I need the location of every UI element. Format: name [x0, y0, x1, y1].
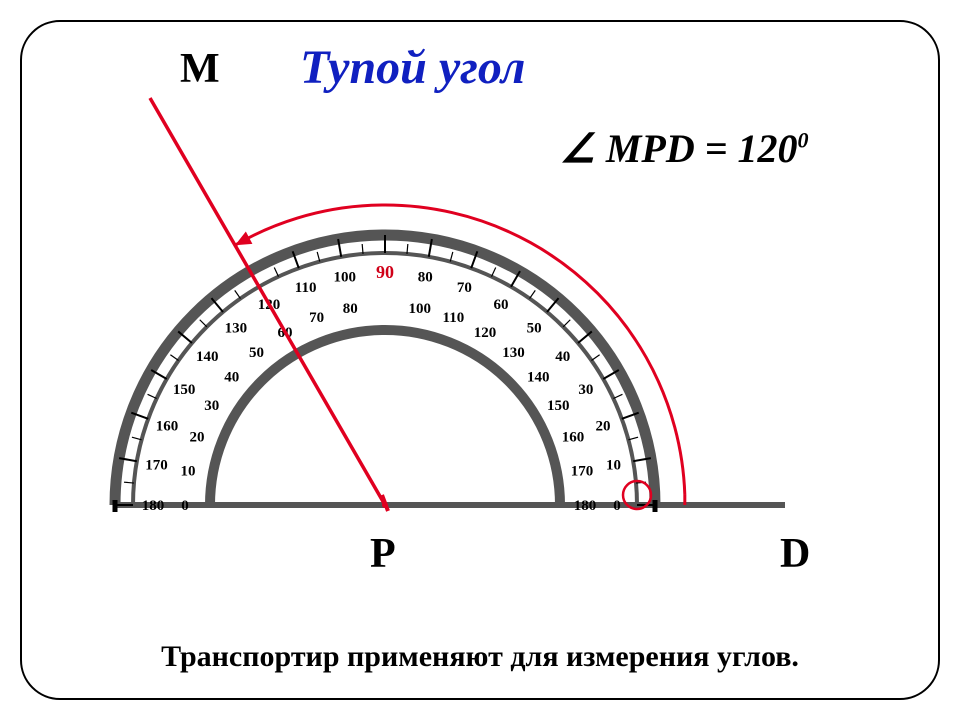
inner-scale-label: 130	[502, 345, 525, 361]
outer-scale-label: 40	[555, 349, 570, 365]
outer-scale-label: 150	[173, 382, 196, 398]
tick	[491, 268, 495, 277]
tick	[591, 355, 599, 361]
outer-scale-label: 180	[142, 498, 165, 514]
outer-scale-label: 0	[613, 498, 621, 514]
scale-label-90: 90	[376, 262, 394, 282]
mid-arc	[133, 253, 637, 505]
outer-scale-label: 100	[333, 270, 356, 286]
inner-scale-label: 170	[571, 463, 594, 479]
outer-scale-label: 60	[494, 297, 509, 313]
outer-scale-label: 110	[295, 280, 317, 296]
outer-scale-label: 10	[606, 458, 621, 474]
outer-scale-label: 130	[225, 320, 248, 336]
inner-scale-label: 0	[181, 498, 189, 514]
outer-scale-label: 50	[527, 320, 542, 336]
outer-scale-label: 160	[156, 419, 179, 435]
tick	[530, 290, 536, 298]
tick	[235, 290, 241, 298]
outer-scale-label: 170	[145, 458, 168, 474]
inner-scale-label: 30	[204, 398, 219, 414]
inner-scale-label: 120	[474, 325, 497, 341]
inner-scale-label: 100	[408, 301, 431, 317]
tick	[613, 394, 622, 398]
tick	[200, 320, 207, 327]
vertex-point	[382, 502, 388, 508]
outer-scale-label: 140	[196, 349, 219, 365]
protractor-svg: 1801701601501401301201101009080706050403…	[0, 0, 960, 720]
outer-scale-label: 20	[596, 419, 611, 435]
inner-scale-label: 180	[574, 498, 597, 514]
inner-scale-label: 160	[562, 430, 585, 446]
inner-scale-label: 10	[181, 463, 196, 479]
inner-scale-label: 70	[309, 310, 324, 326]
inner-scale-label: 140	[527, 369, 550, 385]
inner-scale-label: 80	[343, 301, 358, 317]
inner-scale-label: 20	[190, 430, 205, 446]
outer-scale-label: 70	[457, 280, 472, 296]
outer-scale-label: 80	[418, 270, 433, 286]
inner-scale-label: 150	[547, 398, 570, 414]
tick	[274, 268, 278, 277]
inner-scale-label: 110	[443, 310, 465, 326]
tick	[563, 320, 570, 327]
tick	[148, 394, 157, 398]
outer-scale-label: 30	[578, 382, 593, 398]
inner-scale-label: 50	[249, 345, 264, 361]
inner-scale-label: 40	[224, 369, 239, 385]
tick	[170, 355, 178, 361]
